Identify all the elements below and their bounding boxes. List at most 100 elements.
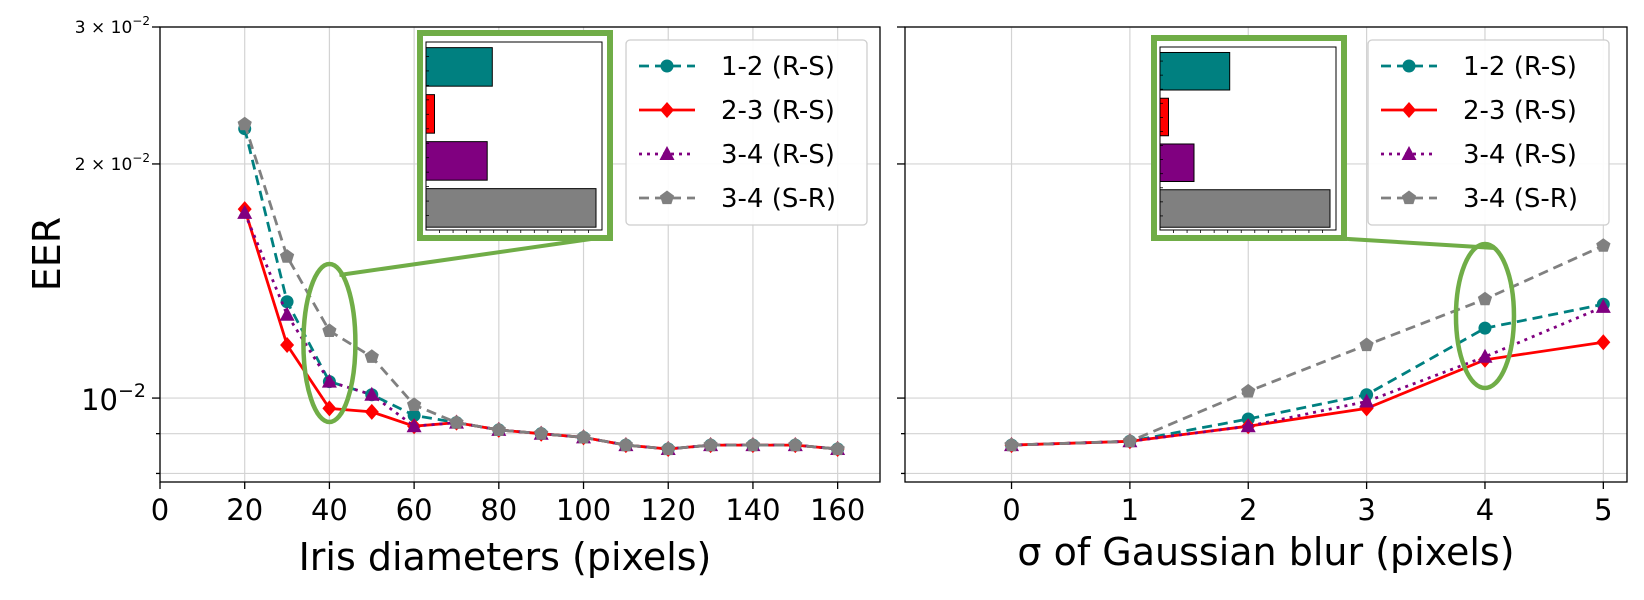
inset-axes bbox=[1159, 46, 1337, 231]
x-tick-label: 100 bbox=[556, 493, 611, 527]
left-chart-panel: 0 20 40 60 80 100 120 140 160 Iris diameters (pi… bbox=[25, 14, 881, 579]
zoom-connector-line bbox=[1331, 236, 1496, 250]
inset-bar bbox=[425, 47, 493, 87]
x-tick-label: 80 bbox=[480, 493, 517, 527]
data-point bbox=[534, 426, 549, 440]
data-point bbox=[1240, 418, 1256, 433]
right-series bbox=[1004, 238, 1611, 454]
data-point bbox=[1359, 393, 1375, 408]
data-point bbox=[1359, 337, 1374, 352]
data-point bbox=[788, 437, 803, 452]
x-tick-label: 0 bbox=[151, 493, 169, 527]
data-point bbox=[237, 116, 252, 131]
data-point bbox=[830, 441, 845, 456]
data-point bbox=[322, 323, 337, 337]
data-point bbox=[279, 249, 295, 263]
series-line bbox=[1011, 340, 1604, 447]
right-legend: 1-2 (R-S) 2-3 (R-S) 3-4 (R-S) 3-4 (S-R) bbox=[1367, 39, 1610, 226]
data-point bbox=[1478, 321, 1492, 335]
legend-label: 1-2 (R-S) bbox=[1463, 52, 1577, 82]
data-point bbox=[1004, 437, 1019, 452]
legend-marker bbox=[660, 59, 674, 73]
legend-marker bbox=[1401, 146, 1417, 160]
data-point bbox=[406, 418, 422, 433]
data-point bbox=[491, 422, 506, 436]
inset-axes bbox=[425, 41, 603, 231]
left-ticks: 0 20 40 60 80 100 120 140 160 bbox=[151, 26, 865, 527]
legend-marker bbox=[1401, 190, 1417, 205]
highlight-ellipse bbox=[1453, 241, 1517, 391]
zoom-connector-line bbox=[339, 236, 599, 277]
data-point bbox=[1477, 348, 1493, 363]
x-tick-label: 5 bbox=[1594, 493, 1612, 527]
right-highlight-and-inset bbox=[1151, 35, 1517, 391]
y-tick-label-mid: 2 × 10−2 bbox=[75, 151, 150, 175]
left-x-axis-label: Iris diameters (pixels) bbox=[299, 535, 712, 579]
data-point bbox=[280, 337, 295, 353]
data-point bbox=[364, 386, 380, 401]
data-point bbox=[407, 408, 421, 422]
data-point bbox=[1596, 334, 1611, 351]
right-ticks: 0 1 2 3 4 5 bbox=[897, 26, 1613, 527]
inset-bar bbox=[425, 141, 488, 181]
x-tick-label: 160 bbox=[810, 493, 865, 527]
x-tick-label: 1 bbox=[1121, 493, 1139, 527]
data-point bbox=[1477, 291, 1493, 306]
data-point bbox=[1241, 383, 1256, 398]
y-tick-label-top: 3 × 10−2 bbox=[75, 14, 150, 38]
x-tick-label: 0 bbox=[1002, 493, 1020, 527]
legend-label: 1-2 (R-S) bbox=[721, 52, 835, 82]
data-point bbox=[1595, 298, 1611, 313]
inset-bar bbox=[425, 188, 597, 228]
data-point bbox=[407, 397, 422, 411]
data-point bbox=[279, 306, 295, 321]
right-chart-panel: 0 1 2 3 4 5 σ of Gaussian blur (pixels) 1-2 (… bbox=[897, 26, 1628, 574]
data-point bbox=[661, 441, 676, 456]
data-point bbox=[618, 437, 633, 452]
legend-label: 3-4 (R-S) bbox=[1463, 140, 1577, 170]
right-x-axis-label: σ of Gaussian blur (pixels) bbox=[1017, 530, 1514, 574]
data-point bbox=[321, 373, 337, 388]
x-tick-label: 4 bbox=[1476, 493, 1494, 527]
legend-box bbox=[1367, 39, 1610, 226]
x-tick-label: 3 bbox=[1357, 493, 1375, 527]
data-point bbox=[745, 437, 761, 452]
legend-marker bbox=[1402, 102, 1416, 118]
x-tick-label: 140 bbox=[725, 493, 780, 527]
data-point bbox=[364, 349, 379, 363]
y-tick-label-low: 10−2 bbox=[81, 380, 146, 417]
left-plot-frame bbox=[159, 26, 881, 483]
inset-bar bbox=[1159, 143, 1195, 183]
data-point bbox=[237, 204, 253, 219]
legend-marker bbox=[660, 102, 674, 118]
legend-marker bbox=[659, 146, 675, 160]
right-plot-frame bbox=[904, 26, 1628, 483]
legend-label: 3-4 (S-R) bbox=[721, 184, 836, 214]
left-legend: 1-2 (R-S) 2-3 (R-S) 3-4 (R-S) 3-4 (S-R) bbox=[625, 39, 868, 226]
legend-label: 2-3 (R-S) bbox=[721, 96, 835, 126]
left-y-axis-label: EER bbox=[25, 217, 69, 291]
data-point bbox=[1596, 238, 1611, 252]
left-highlight-and-inset bbox=[301, 30, 613, 425]
legend-marker bbox=[659, 190, 675, 205]
legend-label: 2-3 (R-S) bbox=[1463, 96, 1577, 126]
data-point bbox=[449, 415, 464, 429]
inset-bar bbox=[1159, 51, 1231, 91]
legend-marker bbox=[1402, 59, 1416, 73]
data-point bbox=[280, 295, 294, 309]
data-point bbox=[322, 400, 337, 417]
left-series bbox=[237, 116, 846, 457]
legend-box bbox=[625, 39, 868, 226]
x-tick-label: 120 bbox=[641, 493, 696, 527]
data-point bbox=[364, 403, 379, 420]
series-line bbox=[1011, 244, 1604, 447]
data-point bbox=[576, 429, 591, 444]
left-y-tick-labels: 3 × 10−2 2 × 10−2 10−2 bbox=[75, 14, 150, 417]
x-tick-label: 2 bbox=[1239, 493, 1257, 527]
x-tick-label: 20 bbox=[226, 493, 263, 527]
x-tick-label: 40 bbox=[311, 493, 348, 527]
legend-label: 3-4 (S-R) bbox=[1463, 184, 1578, 214]
highlight-ellipse bbox=[301, 261, 358, 425]
data-point bbox=[1122, 433, 1137, 448]
